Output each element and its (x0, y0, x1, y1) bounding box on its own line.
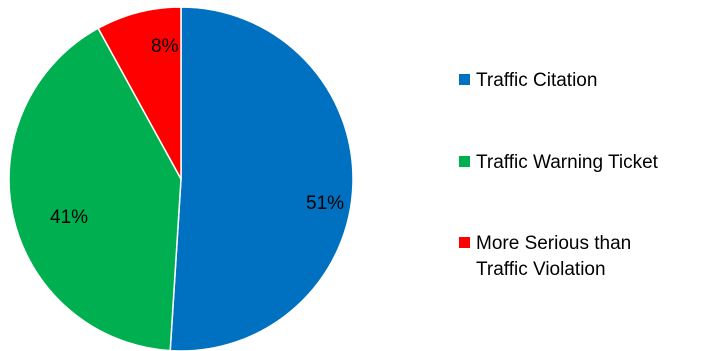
legend-item-traffic-warning-ticket: Traffic Warning Ticket (459, 150, 696, 176)
pie-slice-traffic-warning-ticket (8, 27, 182, 351)
legend-label-traffic-warning-ticket: Traffic Warning Ticket (476, 152, 658, 173)
pie-data-labels: 51% 41% 8% (50, 36, 344, 228)
legend-label-traffic-citation: Traffic Citation (476, 70, 598, 91)
pie-slices (8, 6, 354, 351)
legend-item-traffic-citation: Traffic Citation (459, 68, 696, 94)
legend-swatch-traffic-warning-ticket (459, 156, 470, 167)
legend-label-more-serious: More Serious than Traffic Violation (476, 233, 632, 280)
legend-swatch-more-serious (459, 237, 470, 248)
pie-slice-traffic-citation (169, 6, 354, 351)
legend-item-more-serious: More Serious than Traffic Violation (459, 231, 676, 283)
data-label-more-serious: 8% (151, 36, 179, 57)
pie-slice-more-serious (97, 6, 182, 180)
data-label-traffic-citation: 51% (306, 193, 344, 214)
data-label-traffic-warning-ticket: 41% (50, 207, 88, 228)
legend-swatch-traffic-citation (459, 74, 470, 85)
